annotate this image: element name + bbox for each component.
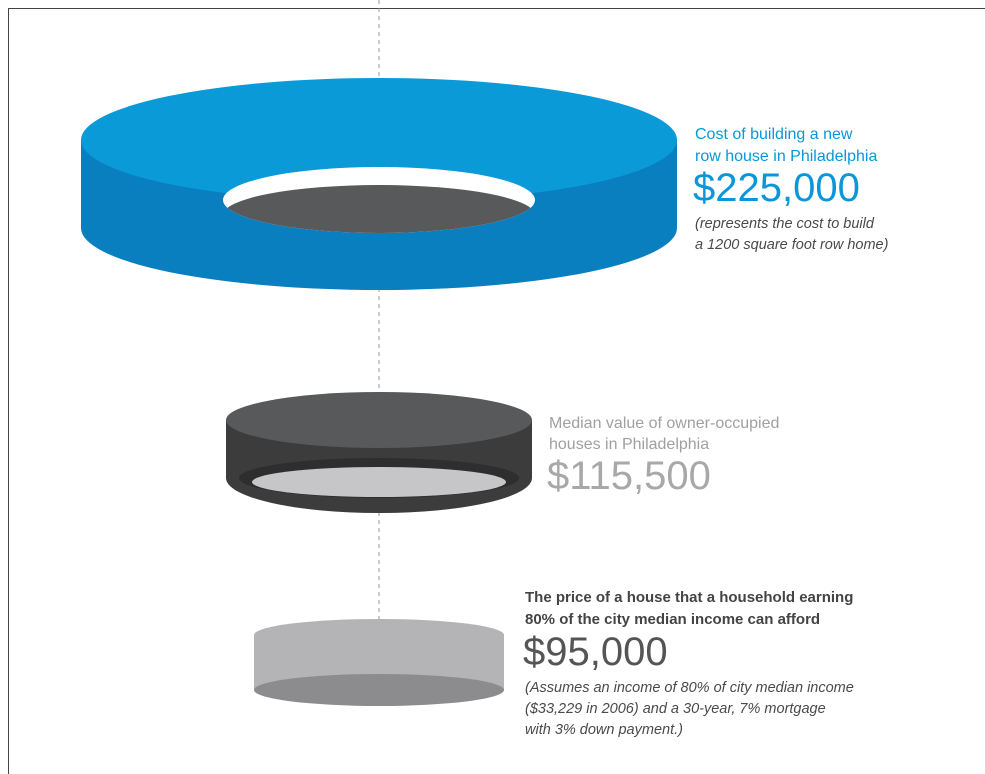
note-line: (represents the cost to build: [695, 214, 888, 235]
label-line: houses in Philadelphia: [549, 434, 779, 455]
note-line: a 1200 square foot row home): [695, 235, 888, 256]
item-label: Cost of building a new row house in Phil…: [695, 124, 877, 168]
infographic: Cost of building a new row house in Phil…: [0, 0, 985, 774]
item-label: Median value of owner-occupied houses in…: [549, 413, 779, 455]
item-note: (Assumes an income of 80% of city median…: [525, 678, 854, 741]
ring-large: [81, 78, 677, 290]
label-line: The price of a house that a household ea…: [525, 587, 853, 609]
item-label: The price of a house that a household ea…: [525, 587, 853, 631]
label-line: row house in Philadelphia: [695, 146, 877, 168]
item-value: $115,500: [547, 456, 711, 496]
note-line: with 3% down payment.): [525, 720, 854, 741]
disk-small: [254, 619, 504, 706]
item-note: (represents the cost to build a 1200 squ…: [695, 214, 888, 256]
item-value: $95,000: [523, 632, 668, 672]
graphic: [0, 0, 985, 774]
label-line: Cost of building a new: [695, 124, 877, 146]
item-value: $225,000: [693, 168, 860, 208]
label-line: Median value of owner-occupied: [549, 413, 779, 434]
note-line: (Assumes an income of 80% of city median…: [525, 678, 854, 699]
ring-medium: [226, 392, 532, 513]
note-line: ($33,229 in 2006) and a 30-year, 7% mort…: [525, 699, 854, 720]
label-line: 80% of the city median income can afford: [525, 609, 853, 631]
